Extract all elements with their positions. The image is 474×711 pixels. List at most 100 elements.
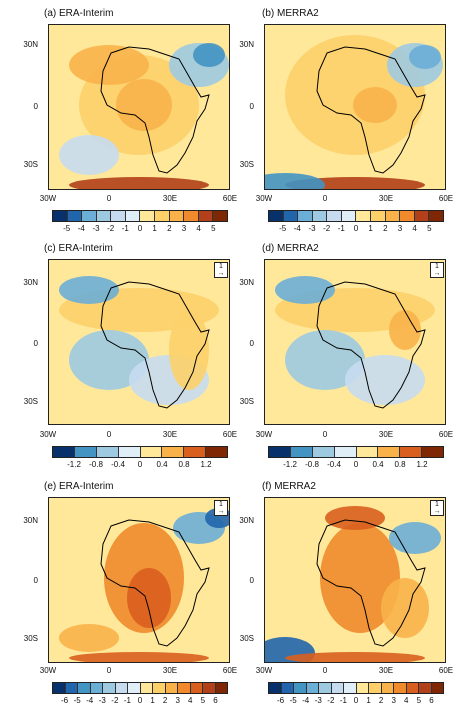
lat-label-30s: 30S [23,160,38,169]
colorbar-cell [298,211,313,221]
lon-label-0: 0 [322,430,328,439]
colorbar-tick-label: -3 [92,224,100,233]
lon-label-0: 0 [106,430,112,439]
panel-title: (f) MERRA2 [262,481,316,492]
colorbar-cell [312,447,335,457]
colorbar-ticks-a: -5 -4 -3 -2 -1 0 1 2 3 4 5 [52,224,228,234]
reference-vector-value: 1 [219,501,223,508]
colorbar-cell [356,211,372,221]
map-field [265,498,445,662]
colorbar-cell [190,683,203,693]
colorbar-cell [269,683,282,693]
map-field [49,260,229,424]
colorbar-cell [153,683,166,693]
colorbar-tick-label: -1.2 [67,460,81,469]
colorbar-cell [378,447,401,457]
map-e [48,497,230,663]
colorbar-cell [341,211,357,221]
colorbar-cell [115,683,128,693]
colorbar-ticks-b: -5 -4 -3 -2 -1 0 1 2 3 4 5 [268,224,444,234]
colorbar-tick-label: -2 [323,224,331,233]
colorbar-cell [394,683,407,693]
colorbar-d [268,446,444,458]
colorbar-cell [281,683,294,693]
reference-vector: 1 → [214,262,228,278]
anomaly-region [59,276,119,304]
colorbar-cell [327,211,342,221]
colorbar-cell [269,447,291,457]
colorbar-tick-label: -2 [111,696,119,705]
colorbar-tick-label: 0 [353,460,359,469]
lon-label-0: 0 [106,194,112,203]
colorbar-cell [140,211,156,221]
colorbar-cell [155,211,170,221]
colorbar-tick-label: 5 [200,696,206,705]
colorbar-cell [111,211,126,221]
anomaly-region [169,310,209,390]
colorbar-ticks-f: -6 -5 -4 -3 -2 -1 0 1 2 3 4 5 6 [268,696,444,706]
colorbar-tick-label: -3 [308,224,316,233]
colorbar-tick-label: -1 [123,696,131,705]
colorbar-tick-label: -6 [61,696,69,705]
colorbar-tick-label: 2 [383,224,388,233]
lat-label-30s: 30S [239,160,254,169]
colorbar-tick-label: 6 [213,696,218,705]
colorbar-tick-label: 1 [150,696,155,705]
colorbar-tick-label: -5 [63,224,71,233]
colorbar-tick-label: -0.8 [89,460,103,469]
colorbar-tick-label: 5 [416,696,422,705]
map-field [265,260,445,424]
reference-vector-value: 1 [219,263,223,270]
lon-label-30w: 30W [39,666,57,675]
lat-label-30n: 30N [239,516,254,525]
colorbar-cell [414,211,430,221]
colorbar-tick-label: -2 [327,696,335,705]
colorbar-cell [431,683,443,693]
colorbar-a [52,210,228,222]
lon-label-60e: 60E [222,194,238,203]
map-f [264,497,446,663]
colorbar-tick-label: -1 [339,696,347,705]
lon-label-0: 0 [106,666,112,675]
colorbar-cell [334,447,357,457]
anomaly-region [285,652,425,662]
colorbar-cell [118,447,141,457]
map-b [264,24,446,190]
colorbar-tick-label: 0 [353,224,359,233]
anomaly-region [325,506,385,530]
coastline [100,281,210,409]
colorbar-e [52,682,228,694]
lon-label-30w: 30W [39,430,57,439]
panel-title: (a) ERA-Interim [44,8,114,19]
colorbar-cell [269,211,284,221]
colorbar-cell [198,211,214,221]
anomaly-region [320,523,400,633]
anomaly-region [69,177,209,189]
colorbar-tick-label: -3 [314,696,322,705]
colorbar-cell [356,683,369,693]
lon-label-30e: 30E [378,194,394,203]
reference-vector: 1 → [430,500,444,516]
lon-label-30e: 30E [162,430,178,439]
colorbar-tick-label: 0 [137,460,143,469]
anomaly-region [353,87,397,123]
colorbar-tick-label: -4 [302,696,310,705]
lon-label-30e: 30E [162,666,178,675]
colorbar-tick-label: 2 [167,224,172,233]
colorbar-tick-label: -1 [121,224,129,233]
colorbar-tick-label: 3 [181,224,187,233]
colorbar-cell [312,211,328,221]
anomaly-region [389,310,421,350]
colorbar-tick-label: 5 [427,224,432,233]
colorbar-c [52,446,228,458]
lat-label-30n: 30N [23,516,38,525]
map-a [48,24,230,190]
colorbar-tick-label: 5 [211,224,216,233]
colorbar-tick-label: -0.4 [327,460,341,469]
colorbar-tick-label: -0.4 [111,460,125,469]
colorbar-tick-label: 4 [412,224,417,233]
colorbar-tick-label: 0.4 [156,460,168,469]
panel-title: (c) ERA-Interim [44,243,113,254]
coastline [316,46,426,174]
colorbar-tick-label: 0.8 [394,460,406,469]
